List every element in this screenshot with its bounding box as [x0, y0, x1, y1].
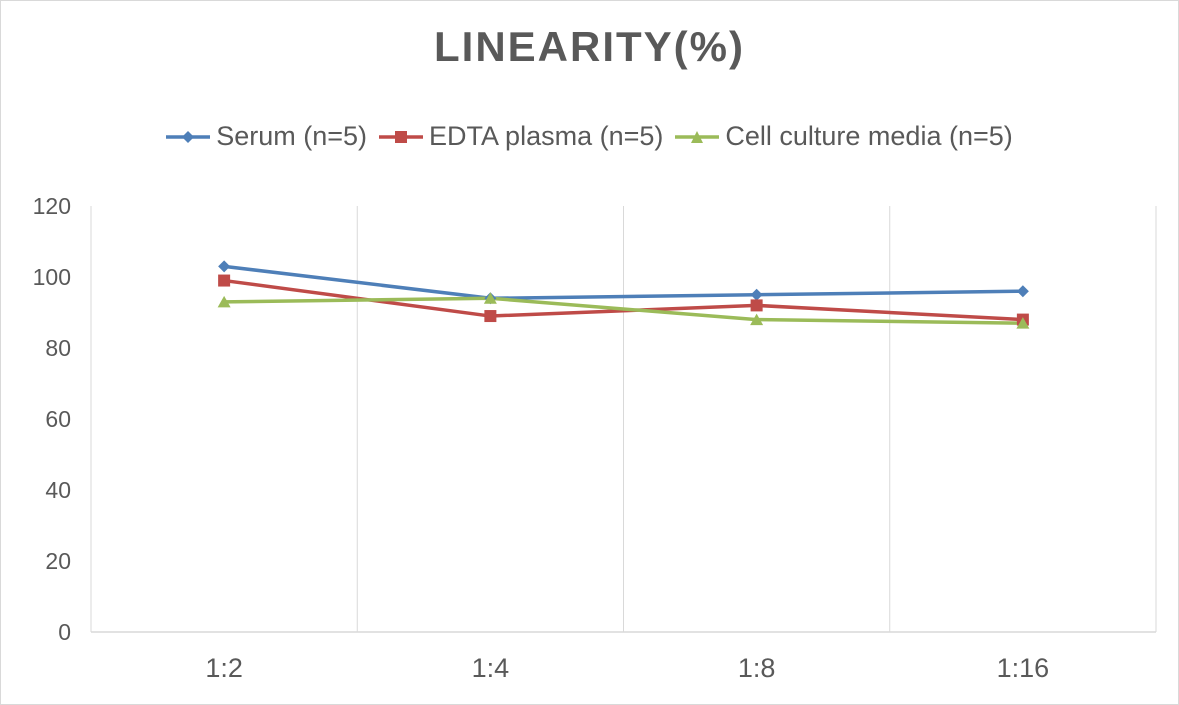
- legend-label-edta-plasma: EDTA plasma (n=5): [429, 121, 664, 151]
- x-tick-label: 1:2: [205, 653, 243, 683]
- data-point-series-2: [1016, 317, 1030, 329]
- legend-label-cell-culture-media: Cell culture media (n=5): [725, 121, 1013, 151]
- series-line-2: [224, 296, 1023, 325]
- legend-entry-edta-plasma: EDTA plasma (n=5): [379, 121, 663, 152]
- data-point-series-2: [217, 295, 231, 308]
- legend-swatch-serum: [166, 130, 211, 143]
- data-point-series-1: [484, 310, 497, 323]
- data-point-series-1: [218, 274, 231, 287]
- legend-swatch-cell-culture-media: [675, 130, 720, 143]
- y-tick-label: 40: [45, 477, 71, 503]
- x-tick-label: 1:4: [472, 653, 510, 683]
- series-line-0: [223, 264, 1023, 301]
- y-tick-label: 120: [33, 193, 71, 219]
- y-tick-label: 100: [33, 264, 71, 290]
- x-tick-label: 1:16: [997, 653, 1050, 683]
- y-tick-label: 0: [58, 619, 71, 645]
- data-point-series-0: [750, 288, 763, 301]
- x-tick-label: 1:8: [738, 653, 776, 683]
- y-tick-label: 80: [45, 335, 71, 361]
- legend-label-serum: Serum (n=5): [216, 121, 368, 151]
- data-point-series-0: [218, 260, 231, 273]
- data-point-series-0: [1016, 285, 1029, 298]
- series-line-1: [223, 278, 1023, 322]
- data-point-series-1: [750, 299, 763, 312]
- legend: Serum (n=5) EDTA plasma (n=5) Cell cultu…: [1, 121, 1178, 152]
- legend-swatch-edta-plasma: [379, 130, 424, 143]
- chart-title: LINEARITY(%): [434, 23, 745, 70]
- legend-entry-cell-culture-media: Cell culture media (n=5): [675, 121, 1013, 152]
- legend-entry-serum: Serum (n=5): [166, 121, 367, 152]
- data-point-series-2: [483, 292, 497, 304]
- data-point-series-2: [750, 313, 764, 326]
- y-tick-label: 20: [45, 548, 71, 574]
- y-tick-label: 60: [45, 406, 71, 432]
